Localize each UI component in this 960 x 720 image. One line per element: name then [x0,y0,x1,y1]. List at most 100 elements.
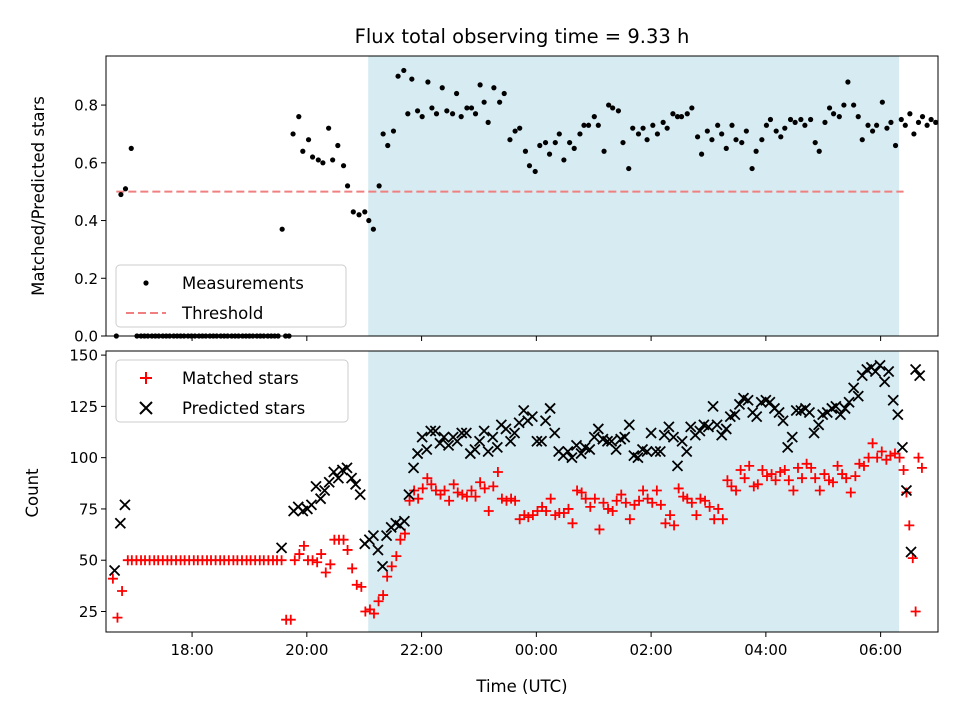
matched-stars-point [854,458,865,469]
measurement-point [778,134,784,140]
legend-box [115,264,347,328]
predicted-stars-point [879,376,891,388]
predicted-stars-point [905,546,917,558]
legend-label: Measurements [182,274,304,293]
predicted-stars-point [318,484,331,497]
matched-stars-point [501,495,512,506]
matched-stars-point [739,473,750,484]
measurement-point [792,119,798,125]
predicted-stars-point [694,425,706,437]
measurement-point [571,145,577,151]
measurement-point [845,79,851,85]
measurement-point [472,111,479,117]
predicted-stars-point [575,447,587,460]
measurement-point [650,122,656,128]
predicted-stars-point [323,476,335,488]
predicted-stars-point [434,437,446,449]
measurement-point [879,99,885,105]
matched-stars-point [655,499,666,510]
matched-stars-point [117,585,128,596]
predicted-stars-point [764,396,776,408]
matched-stars-point [686,497,697,508]
measurement-point [326,125,332,131]
measurement-point [340,163,347,169]
top-y-axis-label: Matched/Predicted stars [29,96,48,296]
measurement-point [888,119,894,125]
measurement-point [620,139,626,146]
matched-stars-point [316,549,327,560]
measurement-point [892,142,899,149]
matched-stars-point [373,596,384,607]
measurement-point [816,148,822,154]
measurement-point [928,116,934,123]
series-predicted [108,359,926,577]
predicted-stars-point [275,542,288,554]
matched-stars-point [572,485,583,496]
measurement-point [808,116,814,123]
measurement-point [556,131,562,137]
matched-stars-point [470,491,481,502]
matched-stars-point [872,452,883,463]
measurement-point [405,111,411,117]
measurement-point [865,122,871,128]
matched-stars-point [611,495,622,506]
measurement-point [759,137,765,143]
matched-stars-point [475,477,486,488]
measurement-point [640,125,646,131]
predicted-stars-point [702,421,715,433]
matched-stars-point [347,563,358,574]
measurement-point [630,125,636,131]
measurement-point [907,111,913,117]
predicted-stars-point [663,421,675,433]
measurement-point [118,191,124,198]
predicted-stars-point [367,529,380,542]
matched-stars-point [413,493,424,504]
predicted-stars-point [914,369,926,382]
matched-stars-point [913,452,924,463]
measurement-point [309,154,316,160]
matched-stars-point [634,495,645,506]
predicted-stars-point [411,447,424,460]
y-tick-label: 75 [79,500,98,518]
predicted-stars-point [839,402,851,415]
matched-stars-point [695,493,706,504]
measurement-point [798,116,804,123]
predicted-stars-point [641,445,653,458]
predicted-stars-point [535,435,548,447]
predicted-stars-point [398,515,411,527]
measurement-point [296,114,302,120]
predicted-stars-point [508,427,521,439]
measurement-point [626,165,632,172]
measurement-point [644,137,650,143]
x-tick-label: 02:00 [629,641,672,659]
matched-stars-point [827,477,838,488]
measurement-point [684,111,690,117]
matched-stars-point [722,475,733,486]
predicted-stars-point [658,429,670,441]
matched-stars-point [845,487,856,498]
matched-stars-point [492,467,503,478]
measurement-point [802,122,808,128]
legend-marker-predicted [139,401,153,415]
measurement-point [577,131,583,137]
matched-stars-point [752,479,763,490]
measurement-point [380,131,386,137]
predicted-stars-point [469,443,481,456]
measurement-point [729,122,735,128]
predicted-stars-point [108,564,121,577]
measurement-point [610,105,616,111]
predicted-stars-point [605,435,618,447]
legend-label: Predicted stars [182,399,305,418]
measurement-point [512,128,518,134]
matched-stars-point [338,534,349,545]
matched-stars-point [289,555,300,566]
measurement-point [763,122,770,128]
matched-stars-point [589,493,600,504]
y-tick-label: 0.2 [74,270,98,288]
measurement-point [491,85,497,91]
predicted-stars-point [720,423,732,435]
legend-marker-measurements [143,280,149,286]
measurement-point [591,114,597,120]
matched-stars-point [395,534,406,545]
predicted-stars-point [114,517,126,529]
